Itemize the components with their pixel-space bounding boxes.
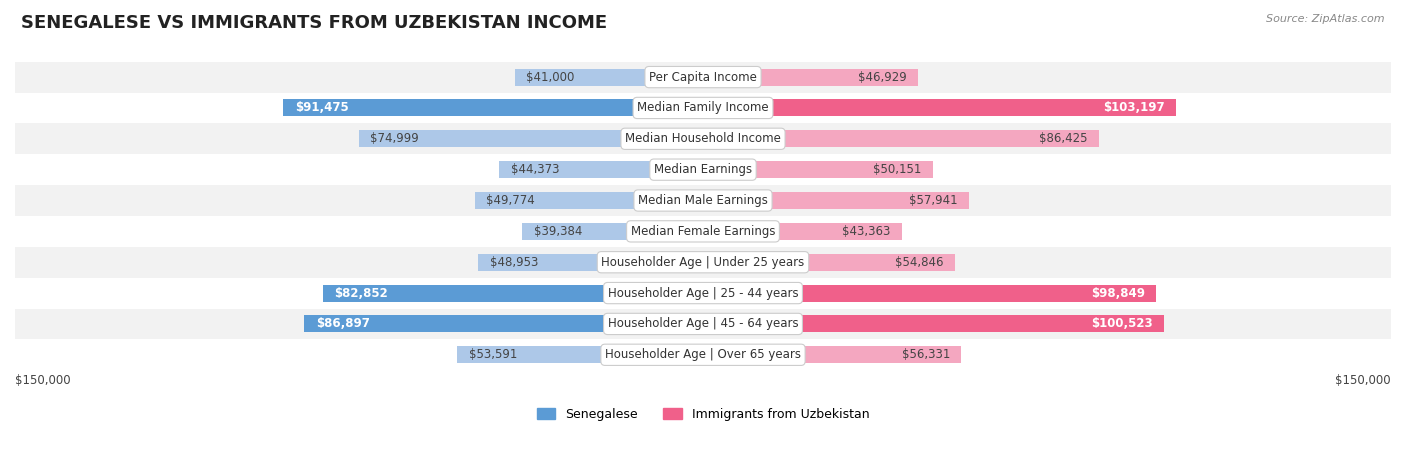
Text: $39,384: $39,384 [534,225,582,238]
Bar [703,161,934,178]
Bar [15,216,1391,247]
Text: $103,197: $103,197 [1104,101,1164,114]
Text: Householder Age | 45 - 64 years: Householder Age | 45 - 64 years [607,318,799,331]
Text: $86,425: $86,425 [1039,132,1088,145]
Text: $53,591: $53,591 [468,348,517,361]
Text: $74,999: $74,999 [370,132,419,145]
Bar [15,92,1391,123]
Text: Householder Age | Under 25 years: Householder Age | Under 25 years [602,256,804,269]
Bar [499,161,703,178]
Text: $86,897: $86,897 [316,318,370,331]
Text: $46,929: $46,929 [858,71,907,84]
Text: $49,774: $49,774 [486,194,534,207]
Bar [15,278,1391,309]
Text: $100,523: $100,523 [1091,318,1153,331]
Bar [523,223,703,240]
Text: $91,475: $91,475 [295,101,349,114]
Bar [284,99,703,116]
Bar [15,247,1391,278]
Bar [703,315,1164,333]
Text: $54,846: $54,846 [894,256,943,269]
Bar [703,69,918,85]
Bar [703,192,969,209]
Text: Median Household Income: Median Household Income [626,132,780,145]
Bar [15,309,1391,340]
Bar [515,69,703,85]
Text: Median Earnings: Median Earnings [654,163,752,176]
Bar [323,284,703,302]
Bar [703,99,1177,116]
Bar [15,154,1391,185]
Bar [15,185,1391,216]
Bar [703,254,955,271]
Text: $82,852: $82,852 [335,287,388,299]
Text: $56,331: $56,331 [901,348,950,361]
Text: $43,363: $43,363 [842,225,890,238]
Text: Median Female Earnings: Median Female Earnings [631,225,775,238]
Text: $150,000: $150,000 [15,374,70,387]
Text: $41,000: $41,000 [526,71,575,84]
Text: Median Male Earnings: Median Male Earnings [638,194,768,207]
Text: Median Family Income: Median Family Income [637,101,769,114]
Text: $48,953: $48,953 [489,256,538,269]
Bar [703,223,901,240]
Bar [359,130,703,147]
Text: Source: ZipAtlas.com: Source: ZipAtlas.com [1267,14,1385,24]
Bar [703,347,962,363]
Bar [475,192,703,209]
Bar [703,130,1099,147]
Bar [703,284,1156,302]
Text: $98,849: $98,849 [1091,287,1144,299]
Text: $57,941: $57,941 [908,194,957,207]
Legend: Senegalese, Immigrants from Uzbekistan: Senegalese, Immigrants from Uzbekistan [531,403,875,426]
Bar [15,62,1391,92]
Bar [305,315,703,333]
Text: $44,373: $44,373 [510,163,560,176]
Text: $50,151: $50,151 [873,163,921,176]
Text: Householder Age | Over 65 years: Householder Age | Over 65 years [605,348,801,361]
Bar [478,254,703,271]
Bar [457,347,703,363]
Text: Householder Age | 25 - 44 years: Householder Age | 25 - 44 years [607,287,799,299]
Bar [15,340,1391,370]
Bar [15,123,1391,154]
Text: Per Capita Income: Per Capita Income [650,71,756,84]
Text: SENEGALESE VS IMMIGRANTS FROM UZBEKISTAN INCOME: SENEGALESE VS IMMIGRANTS FROM UZBEKISTAN… [21,14,607,32]
Text: $150,000: $150,000 [1336,374,1391,387]
